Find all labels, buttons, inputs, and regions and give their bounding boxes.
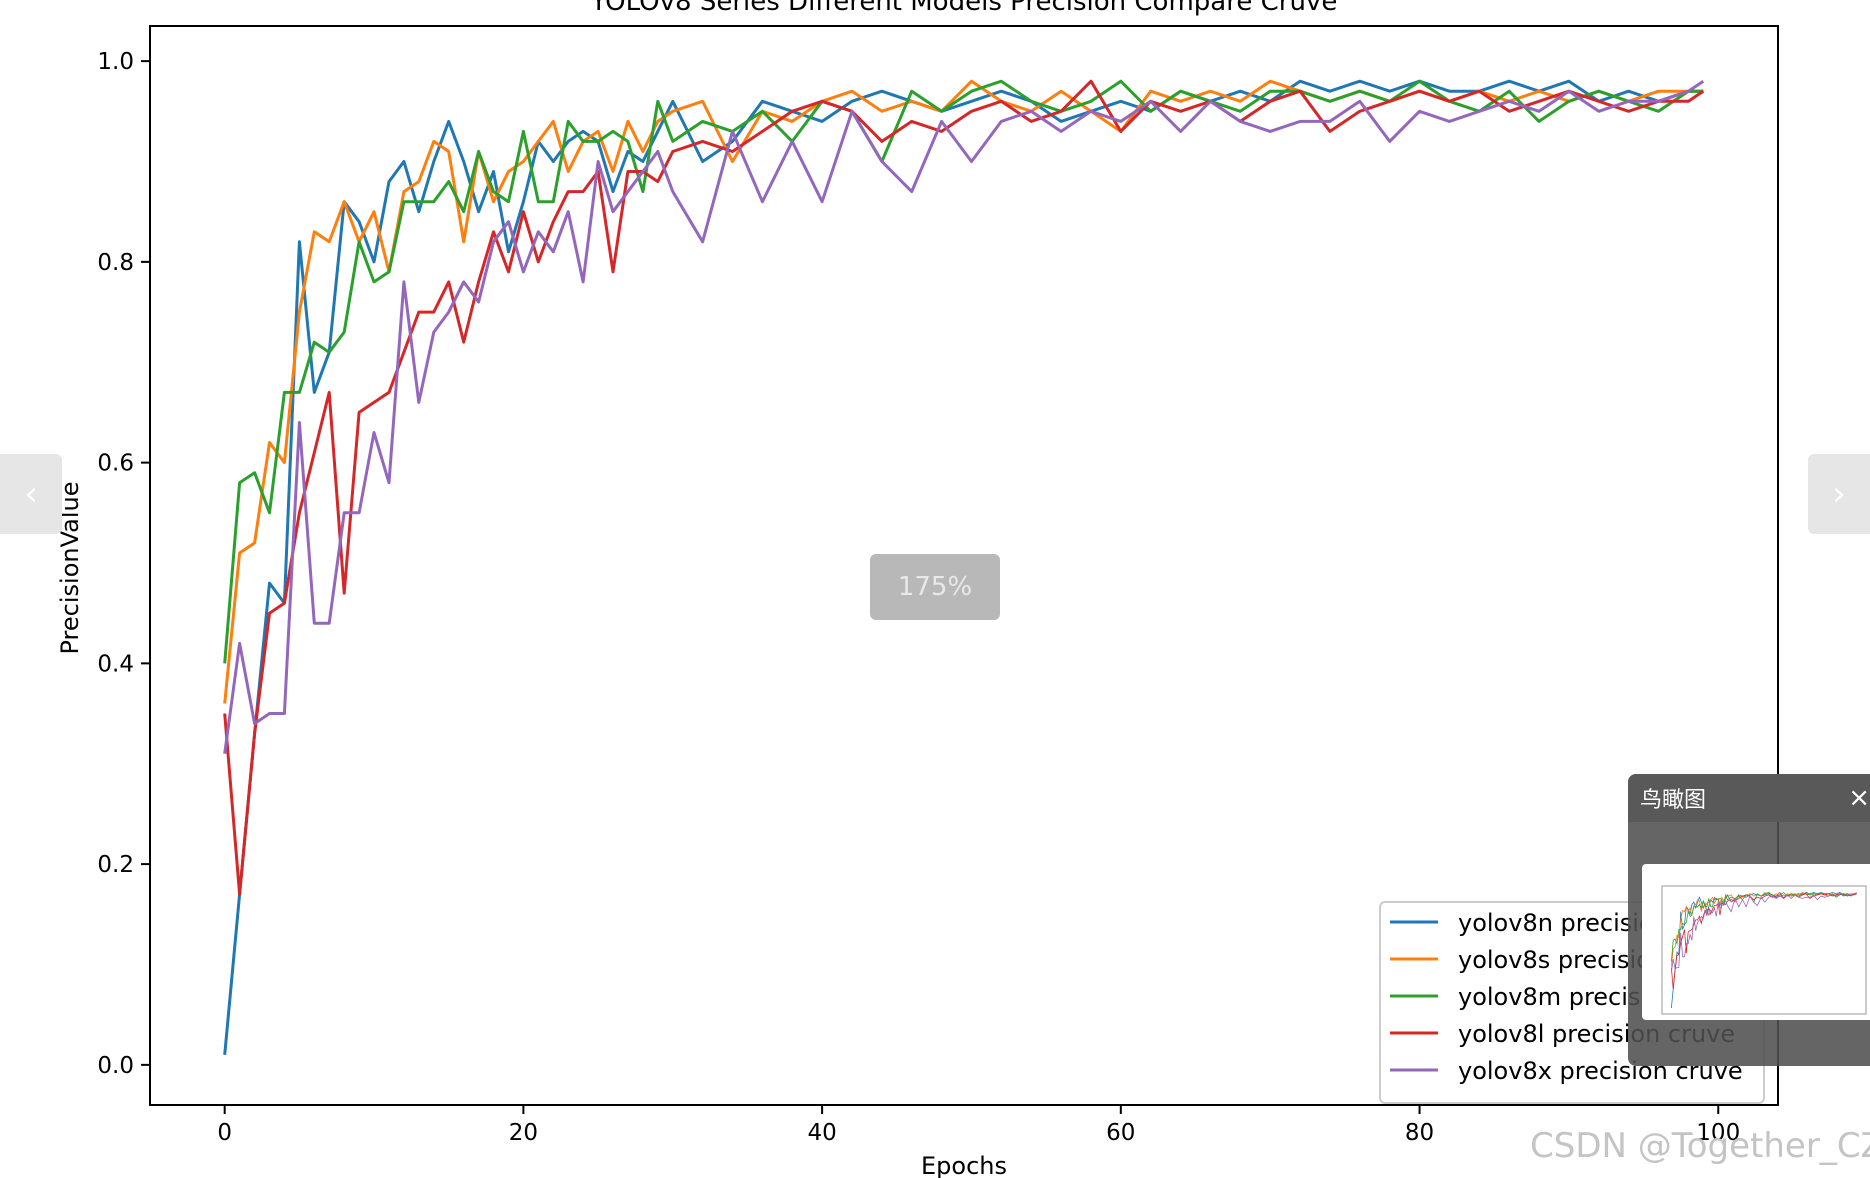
series-line-4 (223, 79, 1705, 896)
birdseye-header: 鸟瞰图 × (1628, 774, 1870, 822)
plot-frame (149, 25, 1779, 1106)
chevron-right-icon: › (1832, 474, 1846, 514)
y-tick-label: 0.8 (97, 250, 134, 276)
y-tick-label: 0.0 (97, 1053, 134, 1079)
chevron-left-icon: ‹ (24, 474, 38, 514)
plot-area (223, 79, 1705, 1055)
axes: 0 20 40 60 80 100 0.0 0.2 0.4 0.6 0.8 1.0 (97, 25, 1779, 1146)
thumb-series-line-1 (1671, 892, 1857, 1009)
x-tick-label: 100 (1696, 1120, 1740, 1146)
series-line-5 (223, 79, 1705, 754)
birdseye-panel[interactable]: 鸟瞰图 × (1628, 774, 1870, 1066)
watermark: CSDN @Together_CZ (1530, 1126, 1870, 1166)
close-icon[interactable]: × (1848, 783, 1870, 813)
zoom-level-badge: 175% (870, 554, 1000, 620)
x-tick-label: 80 (1405, 1120, 1434, 1146)
x-tick-label: 0 (217, 1120, 232, 1146)
chart-title: YOLOv8 Series Different Models Precision… (590, 0, 1338, 17)
series-line-3 (223, 79, 1704, 664)
y-tick-label: 0.2 (97, 852, 134, 878)
thumb-series-line-2 (1671, 891, 1857, 967)
next-image-button[interactable]: › (1808, 454, 1870, 534)
thumb-frame (1661, 885, 1867, 1015)
birdseye-title: 鸟瞰图 (1640, 788, 1707, 813)
x-tick-label: 20 (509, 1120, 538, 1146)
y-tick-label: 1.0 (97, 49, 134, 75)
thumb-series-line-4 (1671, 891, 1857, 990)
y-tick-label: 0.6 (97, 451, 134, 477)
previous-image-button[interactable]: ‹ (0, 454, 62, 534)
birdseye-thumbnail[interactable] (1642, 864, 1870, 1020)
birdseye-thumbnail-chart (1661, 885, 1867, 1015)
thumb-series-line-3 (1671, 891, 1857, 962)
x-tick-label: 60 (1106, 1120, 1135, 1146)
x-axis-label: Epochs (921, 1152, 1007, 1178)
x-tick-label: 40 (807, 1120, 836, 1146)
y-tick-label: 0.4 (97, 651, 134, 677)
thumb-series-line-5 (1671, 892, 1857, 973)
